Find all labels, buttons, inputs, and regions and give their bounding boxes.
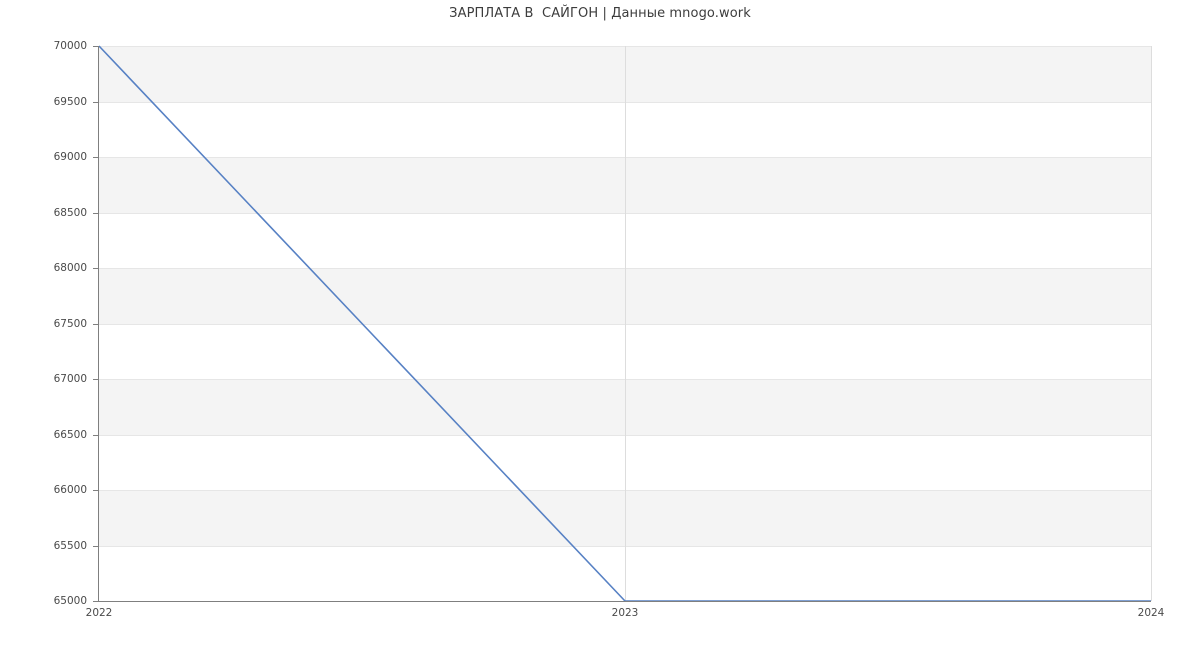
series-line-group [99,46,1151,601]
y-axis-tick-mark [93,379,99,380]
y-axis-tick-label: 69000 [53,151,87,163]
y-axis-tick-mark [93,545,99,547]
vertical-gridline [1151,46,1152,601]
y-axis-tick-label: 69500 [53,95,87,108]
plot-area [99,46,1152,602]
y-axis-tick-label: 65000 [53,595,87,607]
y-axis-tick-mark [93,490,99,491]
y-axis-tick-label: 67000 [53,373,87,385]
y-axis-tick-label: 68500 [53,206,87,219]
x-axis-line [98,601,1151,602]
x-axis-tick-label: 2023 [611,607,639,619]
vertical-gridline [625,46,626,601]
y-axis-tick-mark [93,212,99,214]
x-axis-tick-label: 2024 [1137,607,1165,619]
y-axis-tick-label: 65500 [53,539,87,552]
y-axis-tick-label: 66500 [53,428,87,441]
y-axis-tick-label: 67500 [53,317,87,330]
x-axis-tick-label: 2022 [85,607,113,619]
y-axis-tick-label: 70000 [53,40,87,52]
y-axis-tick-label: 66000 [53,484,87,496]
y-axis-tick-mark [93,601,99,602]
y-axis-tick-mark [93,157,99,158]
y-axis-tick-label: 68000 [53,262,87,274]
y-axis-tick-mark [93,46,99,47]
y-axis-tick-mark [93,434,99,436]
y-axis-tick-mark [93,268,99,269]
series-line-zarplata [99,46,1151,601]
y-axis-tick-mark [93,323,99,325]
y-axis-tick-mark [93,101,99,103]
chart-title: ЗАРПЛАТА В САЙГОН | Данные mnogo.work [449,6,751,21]
